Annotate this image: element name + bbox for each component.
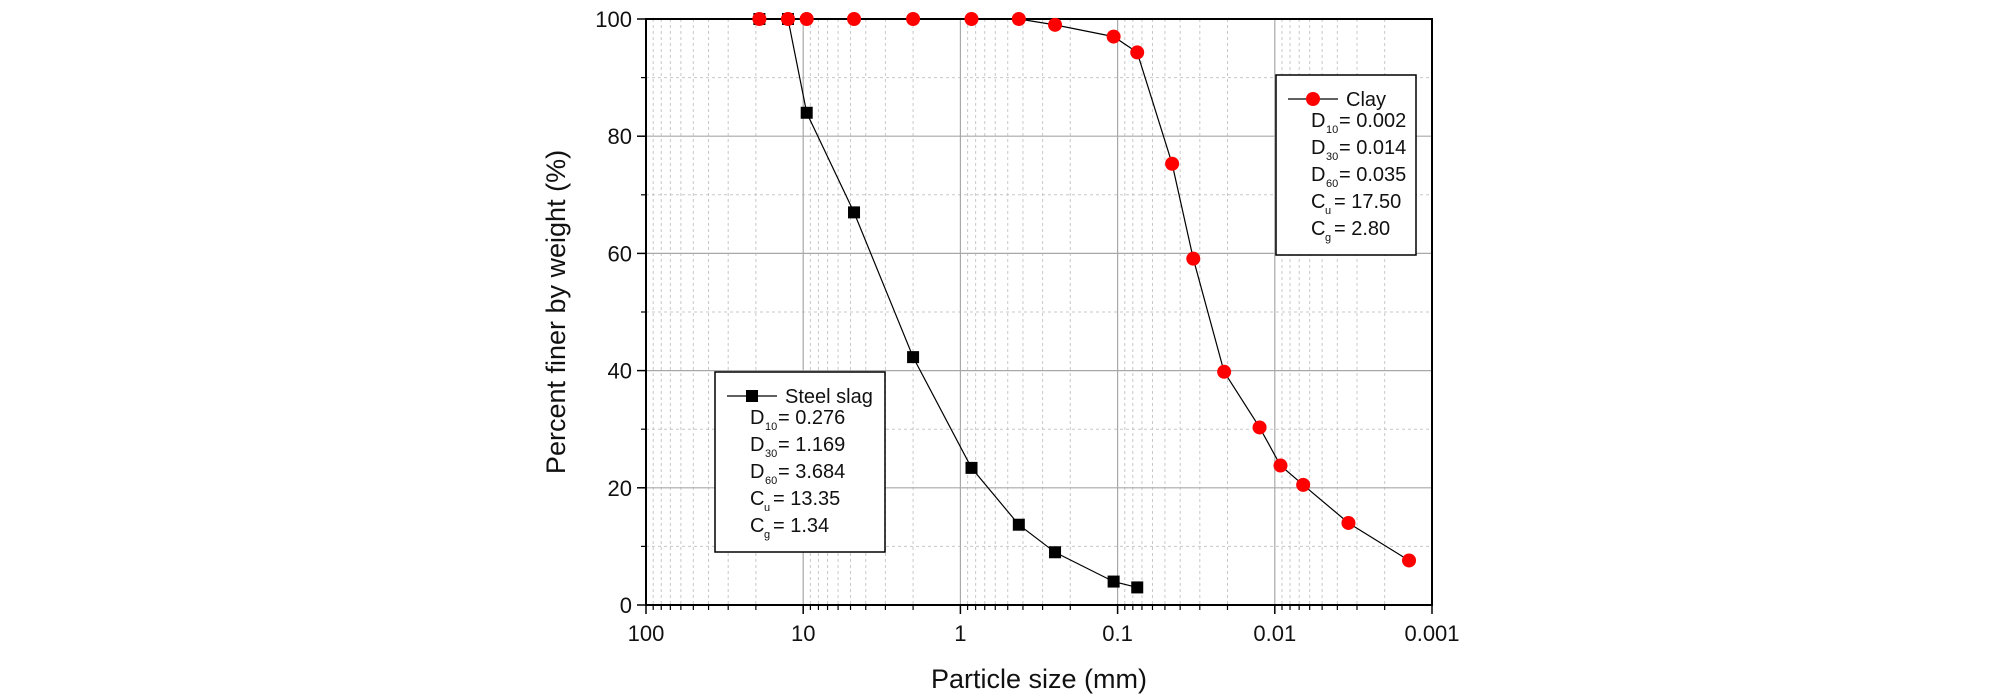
data-point <box>964 12 979 26</box>
data-point <box>1106 29 1121 44</box>
legend-box <box>1275 74 1417 256</box>
data-point <box>1217 364 1232 379</box>
legend-param-symbol: D <box>1311 137 1325 159</box>
data-point <box>800 106 813 119</box>
legend-label: Steel slag <box>785 386 873 408</box>
legend-param-value: = 0.035 <box>1339 164 1406 186</box>
data-point <box>1296 477 1311 492</box>
legend-param-subscript: u <box>1325 205 1331 217</box>
legend-label: Clay <box>1346 89 1386 111</box>
legend-param-value: = 1.169 <box>778 434 845 456</box>
legend-param-subscript: 60 <box>765 475 777 487</box>
legend-param-subscript: 30 <box>765 448 777 460</box>
x-tick-label: 0.01 <box>1253 621 1296 646</box>
legend-marker <box>746 390 758 402</box>
data-point <box>1048 17 1063 32</box>
data-point <box>1012 518 1025 531</box>
legend-param-subscript: u <box>764 502 770 514</box>
legend-param-subscript: g <box>764 529 770 541</box>
data-point <box>965 461 978 474</box>
y-tick-label: 100 <box>595 7 632 32</box>
legend-param-value: = 0.276 <box>778 407 845 429</box>
series-clay <box>752 12 1417 568</box>
data-point <box>1273 458 1288 473</box>
x-tick-label: 0.1 <box>1102 621 1133 646</box>
legend-param-symbol: D <box>750 461 764 483</box>
data-point <box>906 12 921 26</box>
legend-param-value: = 3.684 <box>778 461 845 483</box>
y-tick-label: 80 <box>608 124 632 149</box>
data-point <box>1341 515 1356 530</box>
legend-param-symbol: D <box>750 434 764 456</box>
legend-param-value: = 17.50 <box>1334 191 1401 213</box>
data-point <box>1011 12 1026 26</box>
data-point <box>1165 156 1180 171</box>
legend-param-value: = 2.80 <box>1334 218 1390 240</box>
data-series <box>752 12 1417 594</box>
y-tick-label: 0 <box>620 593 632 618</box>
data-point <box>1107 575 1120 588</box>
data-point <box>847 12 862 26</box>
data-point <box>1049 546 1062 559</box>
data-point <box>1402 553 1417 568</box>
legend-param-symbol: D <box>1311 110 1325 132</box>
legend-param-symbol: D <box>1311 164 1325 186</box>
legend-param-subscript: 10 <box>1326 124 1338 136</box>
axes: 100 10 1 0.1 0.01 0.001 0 20 40 60 80 100 <box>595 7 1459 646</box>
data-point <box>848 206 861 219</box>
x-axis-title: Particle size (mm) <box>931 664 1147 694</box>
legend-marker <box>1306 92 1320 106</box>
legend-param-symbol: C <box>750 515 764 537</box>
legend-param-value: = 0.002 <box>1339 110 1406 132</box>
y-tick-label: 20 <box>608 476 632 501</box>
x-tick-label: 10 <box>791 621 815 646</box>
x-tick-label: 100 <box>628 621 665 646</box>
data-point <box>780 12 795 26</box>
legend-param-subscript: 10 <box>765 421 777 433</box>
data-point <box>799 12 814 26</box>
legend-param-symbol: C <box>1311 191 1325 213</box>
legend-param-symbol: D <box>750 407 764 429</box>
data-point <box>1130 45 1145 60</box>
y-tick-label: 60 <box>608 241 632 266</box>
legend-param-subscript: 30 <box>1326 151 1338 163</box>
data-point <box>907 351 920 364</box>
x-tick-label: 1 <box>954 621 966 646</box>
legend-param-subscript: 60 <box>1326 178 1338 190</box>
y-axis-title: Percent finer by weight (%) <box>541 150 571 474</box>
legend-param-value: = 13.35 <box>773 488 840 510</box>
legend-box <box>714 371 886 553</box>
legend-param-symbol: C <box>750 488 764 510</box>
data-point <box>1252 420 1267 435</box>
legend-param-value: = 1.34 <box>773 515 829 537</box>
series-line <box>759 18 1138 588</box>
legend-param-symbol: C <box>1311 218 1325 240</box>
data-point <box>752 12 767 26</box>
data-point <box>1131 581 1144 594</box>
legend-param-subscript: g <box>1325 232 1331 244</box>
x-tick-label: 0.001 <box>1404 621 1459 646</box>
y-tick-label: 40 <box>608 359 632 384</box>
data-point <box>1186 251 1201 266</box>
legend-param-value: = 0.014 <box>1339 137 1406 159</box>
